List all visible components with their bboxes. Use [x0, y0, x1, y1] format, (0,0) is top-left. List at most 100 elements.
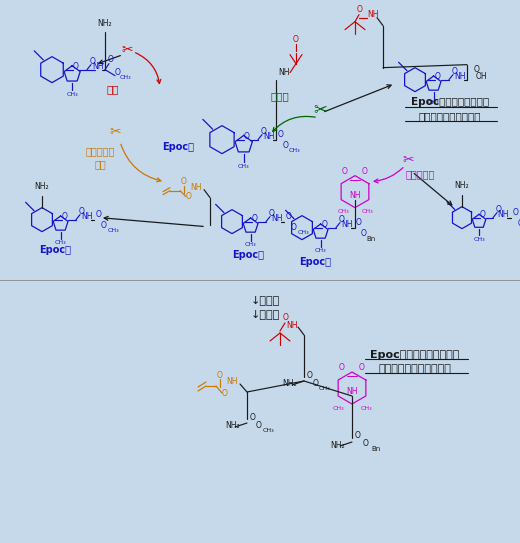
Text: O: O	[261, 127, 267, 136]
Text: O: O	[90, 57, 96, 66]
Text: O: O	[363, 439, 369, 449]
Text: NH: NH	[349, 191, 361, 200]
Text: O: O	[222, 388, 228, 397]
Text: CH₃: CH₃	[473, 237, 485, 242]
Text: O: O	[96, 210, 102, 219]
Text: ✂: ✂	[121, 43, 133, 56]
Text: NH: NH	[286, 321, 298, 331]
Text: O: O	[518, 219, 520, 228]
Text: O: O	[307, 370, 313, 380]
Text: CH₃: CH₃	[107, 228, 119, 233]
Text: NH: NH	[278, 68, 290, 77]
Text: CH₃: CH₃	[67, 92, 78, 97]
Text: NH₂: NH₂	[454, 181, 470, 190]
Text: O: O	[474, 65, 480, 74]
Text: CH₃: CH₃	[360, 406, 372, 411]
Text: 触媒: 触媒	[94, 160, 106, 169]
Text: O: O	[186, 192, 192, 201]
Text: バラジウム: バラジウム	[85, 147, 115, 156]
Text: O: O	[513, 208, 519, 217]
Text: OH: OH	[475, 72, 487, 81]
Text: O: O	[293, 35, 299, 44]
Text: O: O	[362, 167, 368, 176]
Text: O: O	[355, 432, 361, 440]
Text: O: O	[291, 223, 297, 232]
Text: O: O	[217, 370, 223, 380]
Text: NH₂: NH₂	[98, 19, 112, 28]
Text: O: O	[339, 363, 345, 372]
Text: O: O	[496, 205, 502, 214]
Text: 強塩基: 強塩基	[270, 92, 289, 102]
Text: O: O	[79, 207, 85, 216]
Text: 他の保護基に影響しない: 他の保護基に影響しない	[379, 364, 451, 374]
Text: Epoc基: Epoc基	[39, 245, 71, 255]
Text: NH: NH	[92, 62, 104, 71]
Text: CH₃: CH₃	[428, 100, 439, 105]
Text: NH: NH	[271, 214, 283, 223]
Text: O: O	[256, 420, 262, 430]
Text: O: O	[250, 413, 256, 421]
Text: O: O	[252, 214, 258, 223]
Text: O: O	[269, 209, 275, 218]
Text: O: O	[73, 62, 79, 71]
Text: O: O	[278, 130, 284, 139]
Text: O: O	[286, 212, 292, 221]
Text: O: O	[480, 210, 486, 219]
Text: NH: NH	[263, 132, 275, 141]
Text: ✂: ✂	[109, 125, 121, 138]
Text: O: O	[359, 363, 365, 372]
Text: NH: NH	[81, 212, 93, 221]
Text: CH₃: CH₃	[332, 406, 344, 411]
Text: CH₃: CH₃	[318, 386, 330, 390]
Text: Epoc基: Epoc基	[162, 142, 194, 151]
Text: Epoc基は他の保護基を: Epoc基は他の保護基を	[411, 97, 489, 106]
Text: O: O	[62, 212, 68, 221]
Text: O: O	[244, 132, 250, 141]
Text: CH₃: CH₃	[337, 209, 349, 214]
Text: NH₂: NH₂	[331, 440, 345, 450]
Text: NH: NH	[226, 377, 238, 387]
Text: ✂: ✂	[313, 100, 327, 118]
Text: O: O	[101, 221, 107, 230]
Text: NH₂: NH₂	[283, 380, 297, 388]
Text: CH₃: CH₃	[262, 427, 274, 433]
Text: NH: NH	[341, 220, 353, 229]
Text: NH: NH	[346, 388, 358, 396]
Text: O: O	[339, 215, 345, 224]
Text: NH: NH	[190, 183, 202, 192]
Text: CH₃: CH₃	[55, 241, 67, 245]
Text: 強酸: 強酸	[107, 85, 119, 94]
Text: CH₃: CH₃	[245, 242, 256, 248]
Text: Bn: Bn	[367, 236, 375, 242]
Text: O: O	[342, 167, 348, 176]
Text: NH₂: NH₂	[226, 421, 240, 431]
Text: O: O	[181, 177, 187, 186]
Text: ↓金触媒: ↓金触媒	[250, 296, 280, 306]
Text: NH: NH	[367, 10, 379, 19]
Text: CH₃: CH₃	[238, 163, 250, 168]
Text: ✂: ✂	[402, 153, 414, 167]
Text: Bn: Bn	[371, 446, 381, 452]
Text: ヒドラジン: ヒドラジン	[405, 169, 435, 180]
Text: O: O	[108, 55, 114, 64]
Text: CH₃: CH₃	[288, 148, 300, 153]
Text: ↓弱塩基: ↓弱塩基	[250, 310, 280, 320]
Text: O: O	[283, 313, 289, 323]
Text: O: O	[313, 378, 319, 388]
Text: NH₂: NH₂	[35, 182, 49, 191]
Text: O: O	[357, 5, 363, 14]
Text: O: O	[356, 218, 362, 227]
Text: 外す反応条件でも安定: 外す反応条件でも安定	[419, 112, 481, 122]
Text: CH₃: CH₃	[315, 248, 327, 254]
Text: O: O	[322, 220, 328, 229]
Text: CH₃: CH₃	[361, 209, 373, 214]
Text: O: O	[115, 68, 121, 77]
Text: CH₃: CH₃	[297, 230, 309, 235]
Text: NH: NH	[454, 72, 466, 81]
Text: Epoc基を外す反応条件は: Epoc基を外す反応条件は	[370, 350, 460, 360]
Text: O: O	[361, 229, 367, 238]
Text: NH: NH	[497, 210, 509, 219]
Text: CH₃: CH₃	[119, 75, 131, 80]
Text: Epoc基: Epoc基	[232, 250, 264, 260]
Text: O: O	[452, 67, 458, 76]
